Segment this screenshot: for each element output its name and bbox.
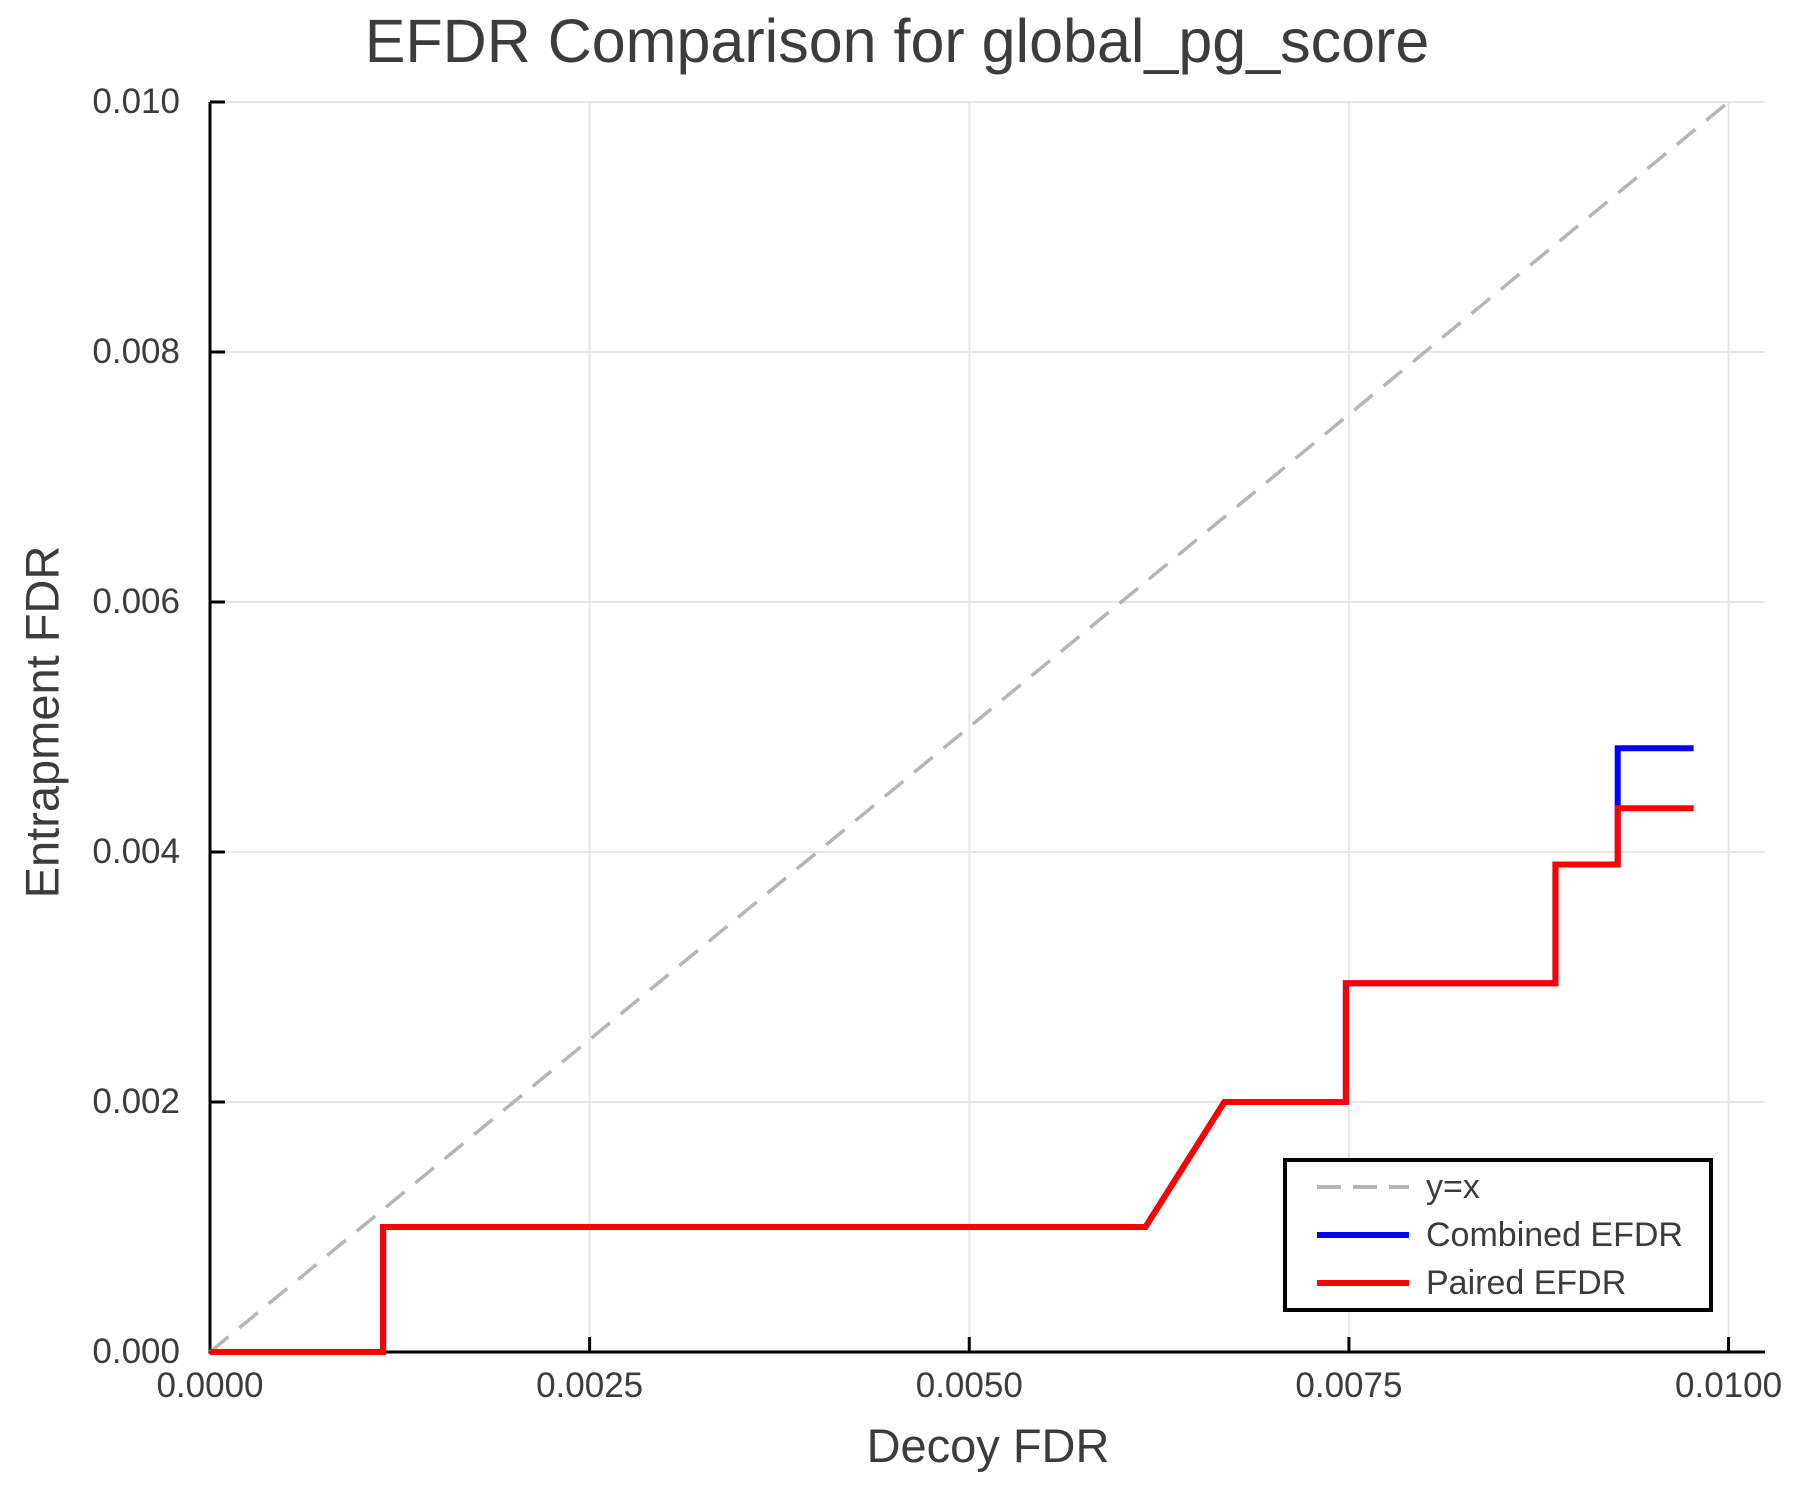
- series-line-paired-efdr: [210, 805, 1694, 1355]
- series-line-y-x: [208, 100, 1730, 1354]
- legend-swatch-y-x: [1317, 1185, 1409, 1189]
- x-tick-label-0.0100: 0.0100: [1675, 1366, 1783, 1405]
- legend-label: y=x: [1426, 1168, 1480, 1206]
- legend-label: Combined EFDR: [1426, 1216, 1683, 1254]
- y-tick-label-0.008: 0.008: [92, 332, 180, 371]
- legend-swatch-paired-efdr: [1317, 1280, 1409, 1286]
- x-axis-label: Decoy FDR: [866, 1419, 1110, 1472]
- chart-title: EFDR Comparison for global_pg_score: [364, 7, 1430, 75]
- x-tick-label-0.0075: 0.0075: [1295, 1366, 1403, 1405]
- x-tick-label-0.0000: 0.0000: [156, 1366, 264, 1405]
- y-axis-label: Entrapment FDR: [15, 545, 69, 899]
- y-tick-label-0.004: 0.004: [92, 832, 180, 871]
- legend-item-paired-efdr: Paired EFDR: [1317, 1264, 1709, 1302]
- legend-item-y-x: y=x: [1317, 1168, 1709, 1206]
- legend-box: y=x Combined EFDR Paired EFDR: [1283, 1158, 1713, 1312]
- y-tick-label-0.002: 0.002: [92, 1082, 180, 1121]
- y-tick-label-0.010: 0.010: [92, 82, 180, 121]
- legend-swatch-combined-efdr: [1317, 1232, 1409, 1238]
- y-tick-label-0.006: 0.006: [92, 582, 180, 621]
- y-tick-label-0.000: 0.000: [92, 1332, 180, 1371]
- legend-label: Paired EFDR: [1426, 1264, 1627, 1302]
- legend-item-combined-efdr: Combined EFDR: [1317, 1216, 1709, 1254]
- x-tick-label-0.0050: 0.0050: [915, 1366, 1023, 1405]
- x-tick-label-0.0025: 0.0025: [536, 1366, 644, 1405]
